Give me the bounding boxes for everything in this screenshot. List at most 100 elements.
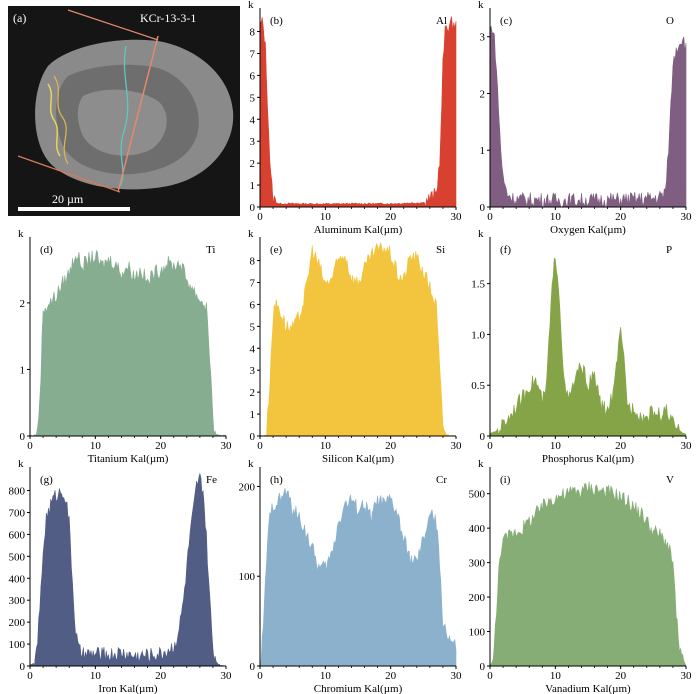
y-tick-label: 200 [469, 592, 486, 604]
y-tick-label: 4 [250, 343, 256, 355]
element-label: O [666, 15, 674, 27]
y-tick-label: 3 [250, 136, 256, 148]
x-tick-label: 20 [615, 440, 627, 452]
x-axis-label: Silicon Kal(µm) [322, 453, 394, 465]
x-axis-label: Titanium Kal(µm) [88, 453, 169, 465]
x-tick-label: 10 [320, 440, 332, 452]
x-tick-label: 0 [487, 670, 493, 682]
y-tick-label: 2 [480, 88, 486, 100]
panel-letter: (h) [270, 474, 283, 486]
panel-letter: (d) [40, 244, 53, 256]
y-tick-label: 0 [480, 661, 486, 673]
x-tick-label: 30 [221, 440, 233, 452]
y-tick-label: 1.5 [471, 279, 485, 291]
data-area-o [489, 26, 687, 209]
y-tick-label: 6 [250, 70, 256, 82]
data-area-p [489, 257, 687, 437]
y-axis-label: k [478, 0, 484, 11]
scale-bar-label: 20 µm [52, 192, 84, 206]
chart-panel-i: 0 10 20 30 0 100 200 300 400 500 k (i) V Vanadium Kal… [469, 458, 700, 694]
y-tick-label: 0 [250, 431, 256, 443]
y-tick-label: 1 [20, 364, 26, 376]
panel-letter: (c) [500, 15, 513, 27]
y-tick-label: 100 [469, 627, 486, 639]
x-tick-label: 0 [257, 440, 263, 452]
panel-letter: (f) [500, 244, 511, 256]
x-tick-label: 30 [681, 670, 693, 682]
x-tick-label: 20 [615, 211, 627, 223]
x-tick-label: 30 [451, 670, 463, 682]
x-tick-label: 30 [451, 440, 463, 452]
y-tick-label: 300 [9, 595, 26, 607]
y-tick-label: 0 [250, 661, 256, 673]
y-tick-label: 7 [250, 48, 256, 60]
x-tick-label: 20 [385, 670, 397, 682]
y-axis-label: k [248, 228, 254, 240]
x-tick-label: 0 [487, 211, 493, 223]
sample-label: KCr-13-3-1 [140, 11, 197, 25]
x-axis-label: Aluminum Kal(µm) [314, 224, 403, 236]
x-tick-label: 20 [615, 670, 627, 682]
y-tick-label: 2 [250, 387, 256, 399]
y-tick-label: 5 [250, 321, 256, 333]
x-tick-label: 10 [320, 670, 332, 682]
y-tick-label: 6 [250, 299, 256, 311]
x-tick-label: 10 [550, 670, 562, 682]
y-axis-label: k [248, 458, 254, 470]
panel-letter: (b) [270, 15, 283, 27]
y-tick-label: 400 [469, 523, 486, 535]
y-axis-label: k [478, 458, 484, 470]
data-area-al [259, 16, 457, 208]
chart-svg-c: 0 10 20 30 0 1 2 3 k (c) O Oxygen Kal(µm) [478, 0, 692, 236]
element-label: Cr [436, 474, 447, 486]
y-tick-label: 1 [480, 145, 486, 157]
chart-svg-b: 0 10 20 30 0 1 2 3 4 5 6 7 8 k (b) Al Aluminum Kal(µm) [248, 0, 462, 236]
element-label: Fe [206, 474, 217, 486]
y-tick-label: 2 [20, 298, 26, 310]
y-tick-label: 600 [9, 529, 26, 541]
x-tick-label: 10 [90, 440, 102, 452]
x-tick-label: 10 [550, 211, 562, 223]
y-tick-label: 0 [250, 202, 256, 214]
x-tick-label: 0 [257, 211, 263, 223]
y-axis-label: k [18, 228, 24, 240]
y-tick-label: 500 [469, 489, 486, 501]
data-area-si [258, 242, 457, 437]
y-tick-label: 100 [9, 639, 26, 651]
data-area-v [489, 481, 687, 667]
x-tick-label: 30 [221, 670, 233, 682]
y-tick-label: 400 [9, 573, 26, 585]
y-tick-label: 0 [20, 661, 26, 673]
element-label: Al [436, 15, 447, 27]
x-axis-label: Iron Kal(µm) [98, 683, 158, 694]
chart-svg-h: 0 10 20 30 0 100 200 k (h) Cr Chromium Kal(µm) [239, 458, 463, 694]
y-tick-label: 0 [480, 202, 486, 214]
panel-letter: (g) [40, 474, 53, 486]
x-tick-label: 20 [155, 440, 167, 452]
chart-panel-f: 0 10 20 30 0 0.5 1.0 1.5 k (f) P Phosphorus Kal(µm) [470, 228, 700, 465]
x-tick-label: 0 [27, 670, 33, 682]
x-tick-label: 0 [487, 440, 493, 452]
y-tick-label: 1 [250, 409, 256, 421]
y-tick-label: 8 [250, 27, 256, 39]
element-label: P [666, 244, 672, 256]
chart-svg-e: 0 10 20 30 0 1 2 3 4 5 6 7 8 k (e) Si Silicon Kal(µm) [248, 228, 463, 465]
y-tick-label: 8 [250, 256, 256, 268]
data-area-fe [29, 472, 226, 667]
y-tick-label: 2 [250, 158, 256, 170]
y-tick-label: 0.5 [471, 380, 485, 392]
x-tick-label: 0 [257, 670, 263, 682]
x-tick-label: 0 [27, 440, 33, 452]
sem-image-panel: (a) KCr-13-3-1 20 µm [8, 6, 240, 216]
y-tick-label: 200 [9, 617, 26, 629]
y-tick-label: 4 [250, 114, 256, 126]
x-axis-label: Phosphorus Kal(µm) [542, 453, 635, 465]
y-tick-label: 300 [469, 558, 486, 570]
element-label: Ti [206, 244, 215, 256]
panel-letter: (e) [270, 244, 283, 256]
y-tick-label: 500 [9, 551, 26, 563]
chart-svg-f: 0 10 20 30 0 0.5 1.0 1.5 k (f) P Phosphorus Kal(µm) [471, 228, 692, 465]
chart-panel-e: 0 10 20 30 0 1 2 3 4 5 6 7 8 k (e) Si Silicon Kal(µm) [240, 228, 470, 465]
y-tick-label: 0 [480, 431, 486, 443]
